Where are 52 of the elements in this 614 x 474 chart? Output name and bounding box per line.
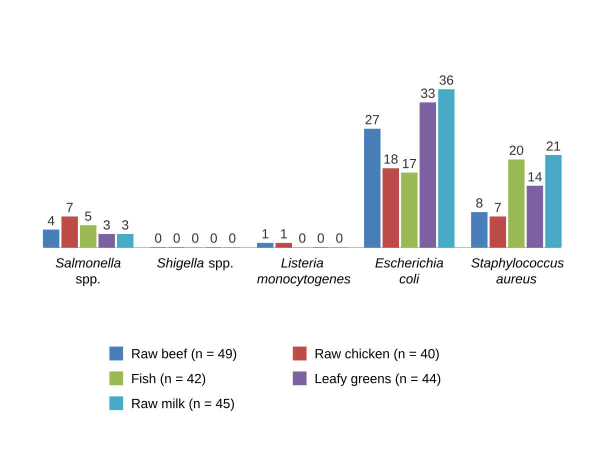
data-label: 20 [510,146,524,155]
bar [471,212,488,248]
data-label: 0 [336,233,343,243]
data-label: 5 [85,211,92,221]
data-label: 36 [440,75,454,85]
data-label: 0 [192,233,198,243]
x-tick-label: Salmonella spp. [56,258,121,286]
bar [420,102,436,248]
bar [490,216,506,248]
data-label: 0 [155,233,162,243]
bar [364,128,380,248]
data-label: 0 [174,233,180,243]
legend-label: Leafy greens (n = 44) [316,373,440,386]
data-label: 0 [210,233,217,243]
legend-label: Raw milk (n = 45) [132,398,234,411]
x-tick-label: Staphylococcus aureus [471,258,564,284]
data-label: 8 [476,198,482,208]
data-label: 7 [494,202,501,212]
data-label: 0 [318,233,324,243]
data-label: 0 [299,233,306,243]
bar [401,172,418,248]
data-label: 14 [528,172,542,182]
x-tick-label: Escherichia coli [375,258,444,284]
bar [438,89,455,248]
data-label: 7 [66,202,73,212]
data-label: 4 [48,216,54,226]
x-tick-label: Listeria monocytogenes [257,258,350,286]
data-label: 3 [122,220,128,230]
data-label: 21 [546,141,560,151]
bar [276,242,292,248]
bar [61,216,78,248]
data-label: 3 [104,220,110,230]
data-label: 1 [281,229,287,238]
bar [526,186,544,248]
data-label: 27 [366,114,380,124]
data-label: 18 [384,154,398,164]
bar [42,230,60,248]
x-tick-label: Shigella spp. [157,258,232,270]
bar [80,225,96,248]
data-label: 0 [229,233,236,243]
bar [508,159,525,248]
bar [117,234,134,248]
legend-label: Fish (n = 42) [132,373,206,386]
bar [98,234,115,248]
bar [382,168,400,248]
data-label: 33 [420,88,435,98]
bar [545,154,562,248]
legend-label: Raw beef (n = 49) [132,348,236,361]
data-label: 1 [262,229,268,238]
bar [257,242,274,248]
data-label: 17 [402,158,416,168]
legend-label: Raw chicken (n = 40) [316,348,439,361]
